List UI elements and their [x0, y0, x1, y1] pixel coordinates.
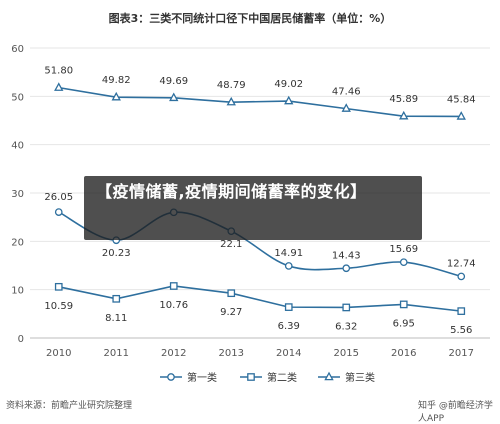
chart-title: 图表3：三类不同统计口径下中国居民储蓄率（单位：%） — [109, 11, 392, 25]
series-line — [58, 86, 462, 118]
data-point — [399, 300, 408, 309]
x-tick-label: 2013 — [219, 348, 244, 359]
data-point — [111, 91, 121, 101]
legend: 第一类 第二类 第三类 — [160, 371, 375, 384]
data-point — [341, 103, 351, 112]
data-label: 26.05 — [44, 192, 73, 203]
data-point — [456, 111, 466, 120]
data-label: 6.39 — [278, 321, 300, 332]
data-point — [284, 262, 293, 270]
data-label: 12.74 — [447, 258, 476, 269]
data-point — [399, 110, 409, 120]
data-label: 22.1 — [220, 239, 242, 250]
data-point — [457, 307, 466, 315]
y-tick-label: 10 — [11, 286, 24, 297]
data-label: 14.43 — [332, 250, 361, 261]
data-point — [324, 371, 334, 381]
data-label: 15.69 — [389, 244, 418, 255]
legend-label: 第一类 — [187, 371, 217, 384]
data-label: 49.69 — [159, 76, 188, 87]
data-label: 49.02 — [274, 79, 303, 90]
legend-label: 第三类 — [345, 371, 375, 384]
data-point — [342, 264, 351, 273]
data-label: 48.79 — [217, 80, 246, 91]
data-point — [227, 289, 236, 298]
data-label: 47.46 — [332, 87, 361, 98]
x-tick-label: 2010 — [46, 348, 71, 359]
data-label: 10.76 — [159, 300, 188, 311]
data-label: 6.32 — [335, 321, 357, 332]
legend-label: 第二类 — [267, 371, 297, 384]
data-point — [226, 96, 236, 106]
data-label: 5.56 — [450, 325, 472, 336]
data-point — [54, 282, 63, 291]
y-tick-label: 40 — [11, 141, 24, 152]
data-point — [399, 258, 408, 267]
x-tick-label: 2012 — [161, 348, 186, 359]
data-label: 8.11 — [105, 313, 127, 324]
series-line — [58, 285, 462, 312]
caption-overlay — [84, 176, 422, 240]
data-point — [112, 294, 121, 303]
y-axis: 0 10 20 30 40 50 60 — [11, 44, 24, 345]
data-label: 6.95 — [393, 318, 415, 329]
data-label: 45.89 — [389, 94, 418, 105]
data-label: 14.91 — [274, 248, 303, 259]
data-point — [169, 92, 179, 102]
caption-text: 【疫情储蓄,疫情期间储蓄率的变化】 — [96, 182, 367, 201]
data-point — [54, 82, 64, 91]
x-tick-label: 2014 — [276, 348, 301, 359]
data-point — [54, 208, 63, 216]
data-point — [169, 282, 178, 290]
data-labels: 26.05 20.23 22.1 14.91 14.43 15.69 12.74 10.59 8… — [44, 66, 475, 336]
y-tick-label: 60 — [11, 44, 24, 55]
x-tick-label: 2011 — [104, 348, 129, 359]
x-tick-label: 2016 — [391, 348, 416, 359]
data-point — [342, 303, 351, 312]
data-label: 9.27 — [220, 307, 242, 318]
source-note: 资料来源：前瞻产业研究院整理 — [6, 401, 133, 411]
credit-note: 知乎 @前瞻经济学人APP — [418, 401, 493, 424]
data-point — [284, 95, 294, 105]
y-tick-label: 30 — [11, 189, 24, 200]
y-tick-label: 20 — [11, 237, 24, 248]
data-label: 10.59 — [44, 301, 73, 312]
data-label: 20.23 — [102, 248, 131, 259]
y-tick-label: 50 — [11, 92, 24, 103]
data-label: 45.84 — [447, 94, 476, 105]
data-point — [247, 373, 255, 381]
y-tick-label: 0 — [18, 334, 24, 345]
x-tick-label: 2015 — [334, 348, 359, 359]
data-point — [457, 272, 466, 281]
x-axis: 2010 2011 2012 2013 2014 2015 2016 2017 — [30, 337, 490, 359]
data-label: 51.80 — [44, 66, 73, 77]
data-point — [167, 373, 175, 381]
x-tick-label: 2017 — [449, 348, 474, 359]
data-label: 49.82 — [102, 75, 131, 86]
data-point — [284, 303, 293, 311]
